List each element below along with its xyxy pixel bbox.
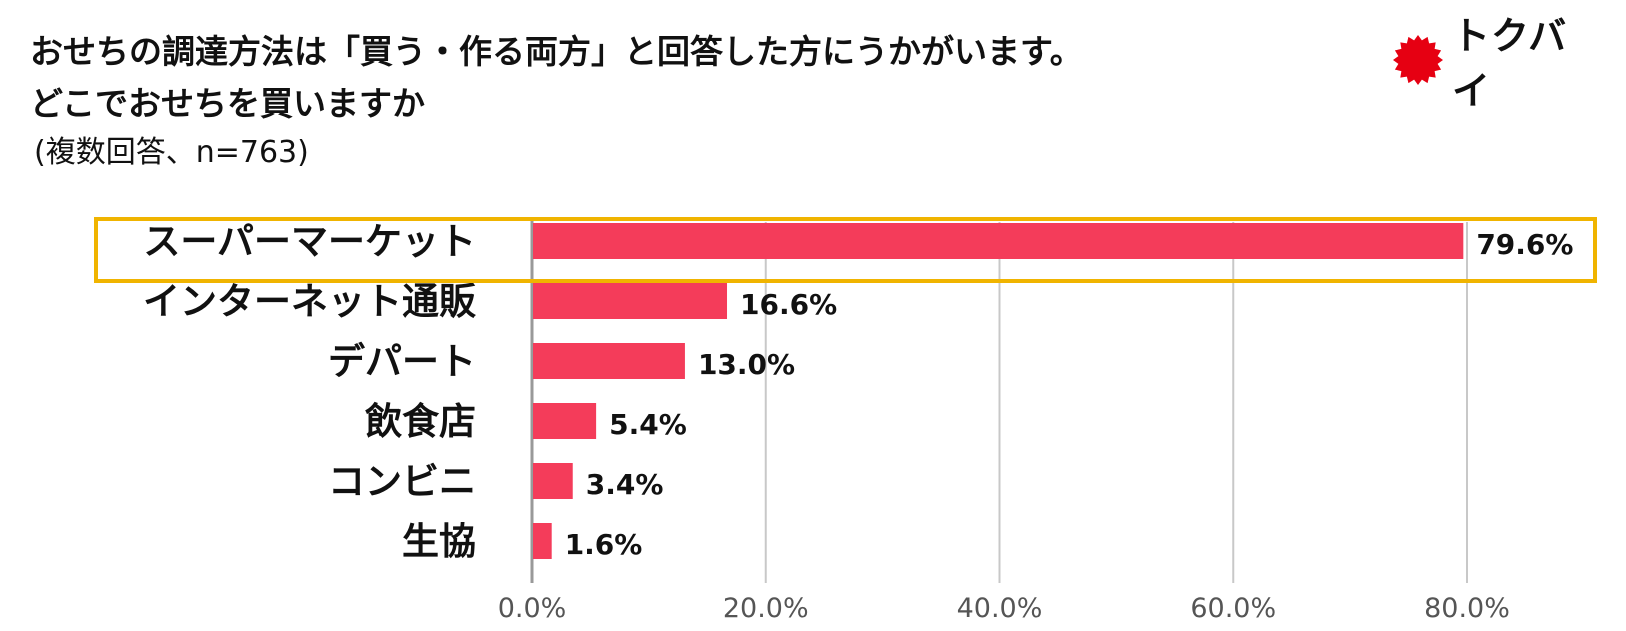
chart-title-line-2: どこでおせちを買いますか xyxy=(30,84,426,123)
bar xyxy=(533,343,685,379)
bar xyxy=(533,283,728,319)
category-label: スーパーマーケット xyxy=(143,220,476,263)
x-tick-label: 20.0% xyxy=(723,593,809,624)
value-label: 79.6% xyxy=(1476,228,1573,261)
value-label: 3.4% xyxy=(586,468,664,501)
value-label: 16.6% xyxy=(740,288,837,321)
x-tick-label: 0.0% xyxy=(498,593,567,624)
chart-title: おせちの調達方法は「買う・作る両方」と回答した方にうかがいます。 どこでおせちを… xyxy=(30,26,1083,130)
tokubai-logo: トクバイ xyxy=(1392,14,1602,113)
category-label: デパート xyxy=(328,340,476,383)
category-label: インターネット通販 xyxy=(143,280,477,323)
bar xyxy=(533,403,597,439)
red-starburst-icon xyxy=(1393,35,1443,85)
x-tick-label: 80.0% xyxy=(1424,593,1510,624)
category-label: コンビニ xyxy=(328,460,476,503)
value-label: 1.6% xyxy=(565,528,643,561)
category-label: 生協 xyxy=(402,520,476,563)
value-label: 5.4% xyxy=(609,408,687,441)
chart-subtitle: (複数回答、n=763) xyxy=(34,135,309,170)
logo-text: トクバイ xyxy=(1452,14,1568,113)
highlight-box xyxy=(94,217,1597,283)
bar xyxy=(533,463,573,499)
category-label: 飲食店 xyxy=(365,400,476,443)
x-tick-label: 60.0% xyxy=(1190,593,1276,624)
bar xyxy=(533,223,1464,259)
bar xyxy=(533,523,552,559)
chart-title-line-1: おせちの調達方法は「買う・作る両方」と回答した方にうかがいます。 xyxy=(30,32,1083,71)
x-tick-label: 40.0% xyxy=(957,593,1043,624)
value-label: 13.0% xyxy=(698,348,795,381)
